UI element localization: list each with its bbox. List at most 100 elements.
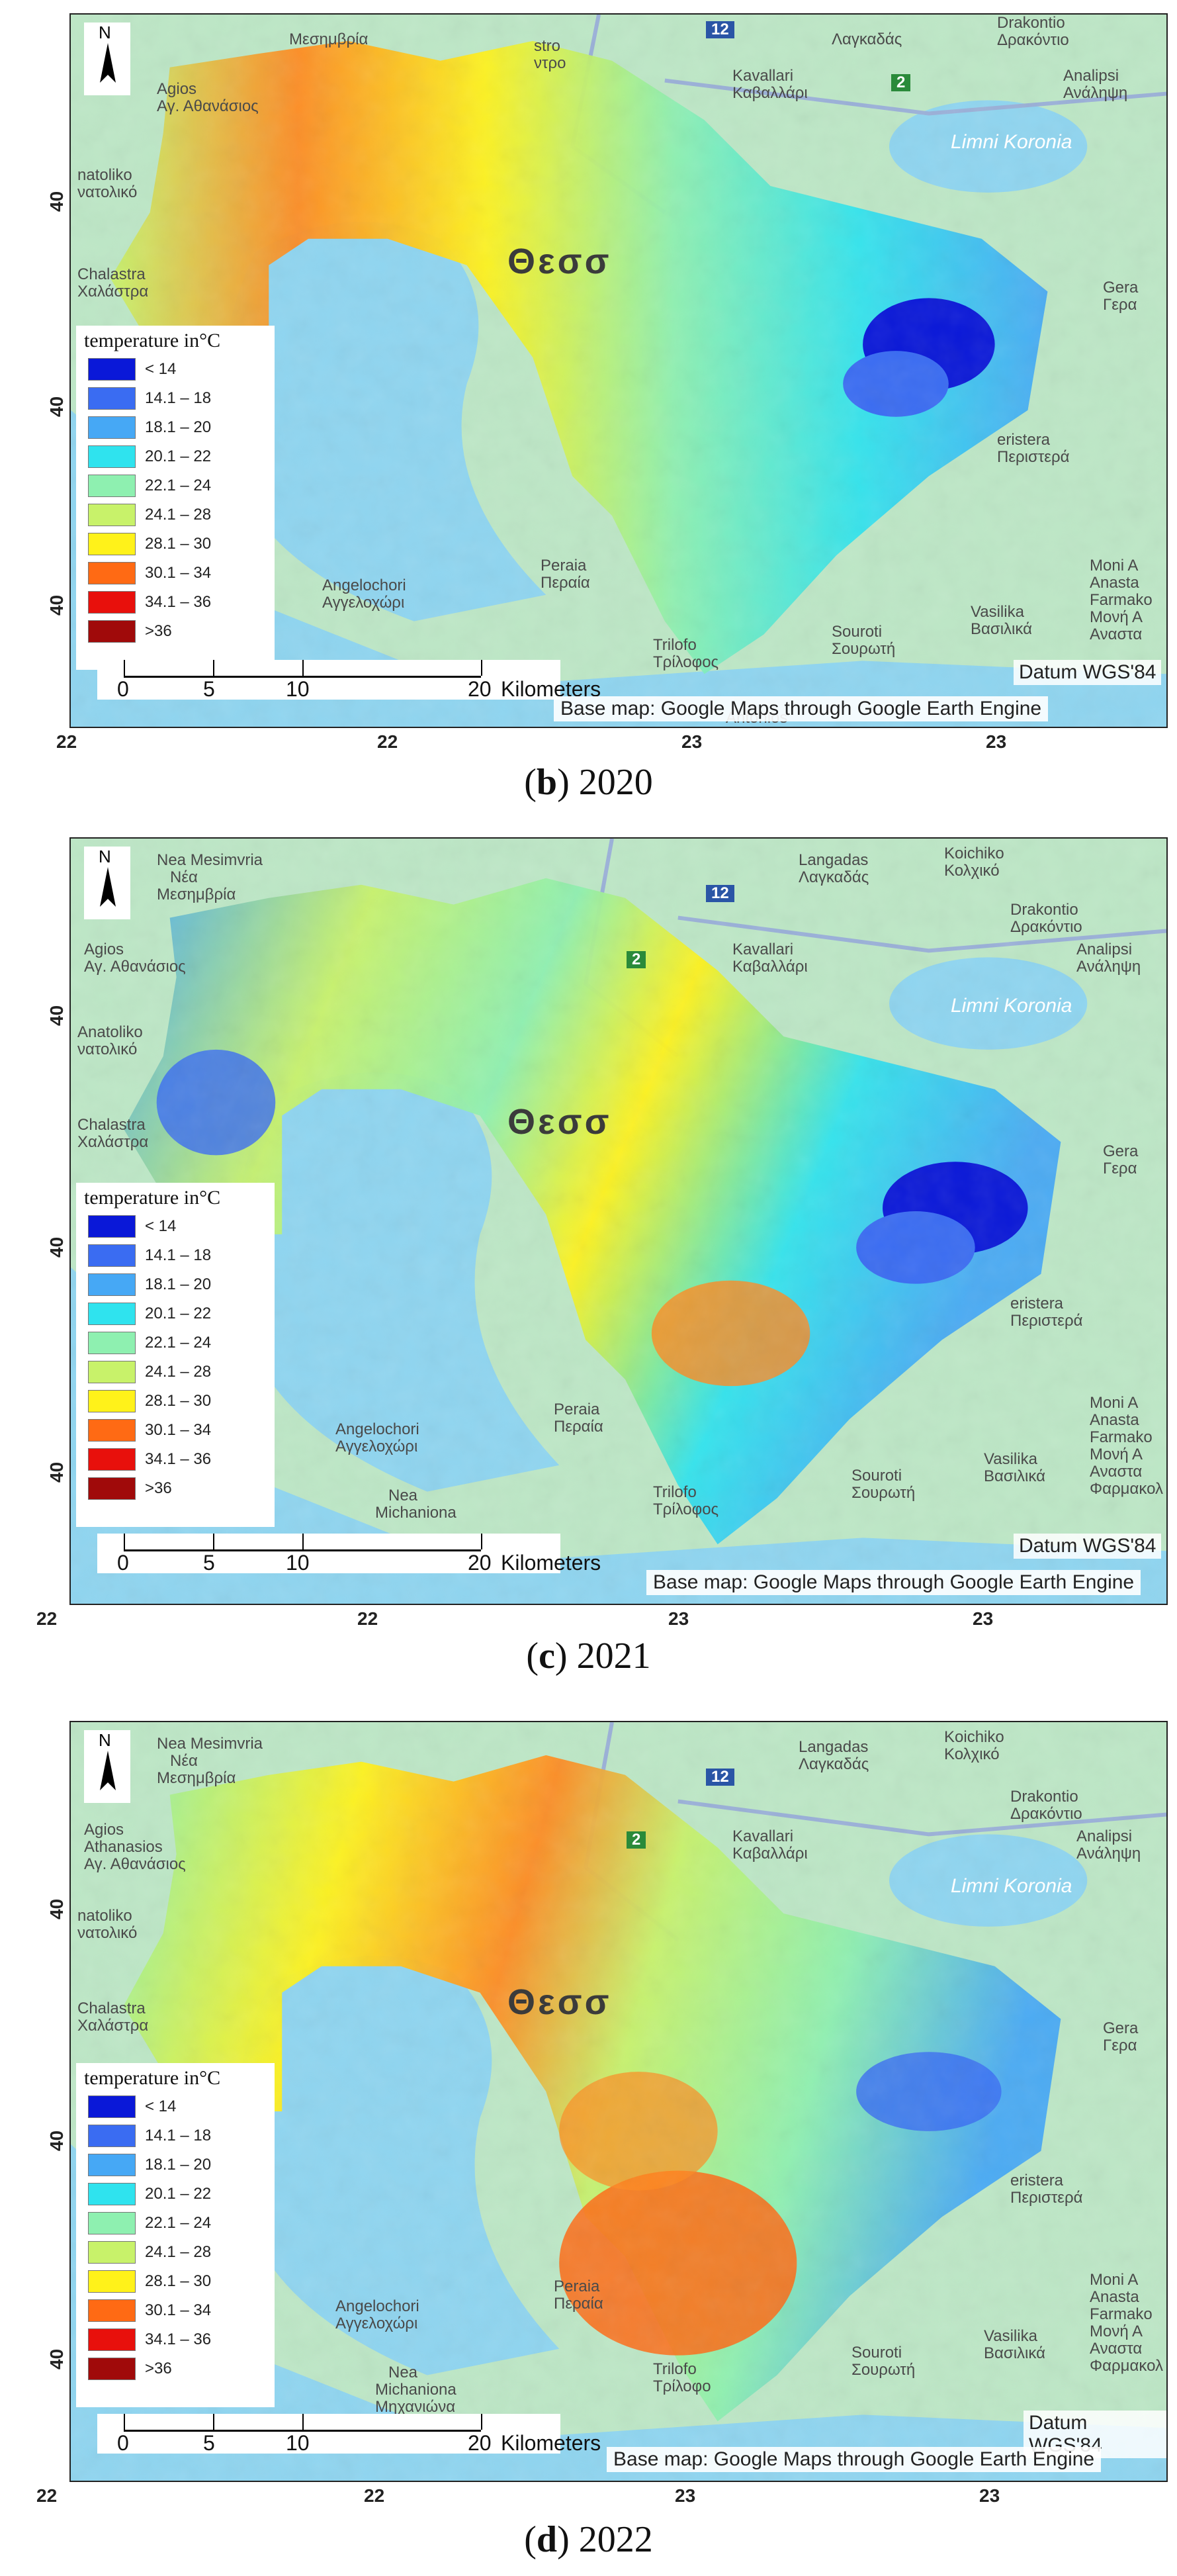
legend-item: < 14	[76, 1212, 275, 1241]
legend-item: >36	[76, 2354, 275, 2383]
place-label: Κολχικό	[944, 862, 1000, 880]
place-label: Gera	[1103, 2019, 1139, 2037]
place-label: Τρίλοφος	[653, 1500, 719, 1518]
place-label: Anasta	[1090, 2288, 1139, 2306]
place-label: Anasta	[1090, 574, 1139, 592]
place-label: Ανάληψη	[1076, 1845, 1141, 1863]
legend-rows: < 14 14.1 – 18 18.1 – 20 20.1 – 22 22.1 – 24…	[76, 355, 275, 646]
place-label: Αναστα	[1090, 1463, 1143, 1481]
place-label: Vasilika	[984, 1450, 1037, 1468]
place-label: Moni A	[1090, 1394, 1139, 1412]
legend-swatch	[88, 387, 136, 410]
scale-label: 0	[117, 2431, 129, 2455]
place-label: Drakontio	[1010, 901, 1078, 919]
legend-item: 24.1 – 28	[76, 500, 275, 529]
basemap-credit: Base map: Google Maps through Google Ear…	[554, 696, 1049, 721]
place-label: Souroti	[851, 1467, 902, 1485]
place-label: νατολικό	[77, 1924, 138, 1942]
legend-item: 24.1 – 28	[76, 1357, 275, 1387]
place-label: Μονή Α	[1090, 608, 1143, 626]
legend-swatch	[88, 2154, 136, 2176]
legend-item: < 14	[76, 355, 275, 384]
legend-item: 28.1 – 30	[76, 529, 275, 559]
place-label: Moni A	[1090, 557, 1139, 575]
place-label: Drakontio	[1010, 1788, 1078, 1806]
scale-bar-c: 0 5 10 20 Kilometers	[97, 1534, 601, 1575]
place-label: Μονή Α	[1090, 2323, 1143, 2340]
legend-rows: < 14 14.1 – 18 18.1 – 20 20.1 – 22 22.1 – 24…	[76, 2092, 275, 2383]
legend-item: 30.1 – 34	[76, 2296, 275, 2325]
place-label: Γερα	[1103, 1160, 1137, 1177]
place-label: Peraia	[554, 1401, 600, 1418]
place-label: Ανάληψη	[1063, 84, 1128, 102]
legend-item: 24.1 – 28	[76, 2238, 275, 2267]
legend-item: 14.1 – 18	[76, 384, 275, 413]
map-panel-d: N Nea Mesimvria Νέα Μεσημβρία Agios Atha…	[0, 1708, 1177, 2576]
place-label: eristera	[1010, 1295, 1064, 1312]
place-label: Michaniona	[375, 2381, 457, 2399]
place-label: Βασιλικά	[984, 2344, 1045, 2362]
scale-label: 10	[286, 1551, 310, 1575]
legend-item: >36	[76, 1474, 275, 1503]
caption-d: (d) 2022	[524, 2519, 653, 2560]
legend-label: 24.1 – 28	[145, 1363, 212, 1381]
legend-label: 22.1 – 24	[145, 1334, 212, 1352]
grid-lon-label: 22	[377, 731, 398, 752]
place-label: Farmako	[1090, 591, 1153, 609]
legend-label: 34.1 – 36	[145, 593, 212, 611]
scale-bar-d: 0 5 10 20 Kilometers	[97, 2414, 601, 2455]
grid-lat-label: 40	[46, 396, 67, 417]
legend-label: < 14	[145, 360, 177, 378]
scale-label: 20	[468, 677, 492, 701]
legend-item: 20.1 – 22	[76, 2180, 275, 2209]
place-label: Λαγκαδάς	[799, 868, 869, 886]
place-label: Koichiko	[944, 845, 1004, 862]
legend-item: 14.1 – 18	[76, 1241, 275, 1270]
scale-label: 0	[117, 1551, 129, 1575]
place-label: Φαρμακολ	[1090, 1480, 1163, 1498]
grid-lat-label: 40	[46, 1461, 67, 1483]
place-label: Michaniona	[375, 1504, 457, 1522]
place-label: Μεσημβρία	[157, 886, 236, 903]
place-label: Gera	[1103, 279, 1139, 297]
place-label: Καβαλλάρι	[732, 1845, 808, 1863]
route-shield: 12	[706, 885, 734, 902]
legend-label: 18.1 – 20	[145, 2156, 212, 2174]
place-label: Angelochori	[322, 576, 406, 594]
place-label: Μεσημβρία	[157, 1769, 236, 1787]
scale-label: 5	[203, 1551, 215, 1575]
place-label: ντρο	[534, 54, 566, 72]
route-shield: 2	[627, 1831, 646, 1849]
legend-item: 28.1 – 30	[76, 2267, 275, 2296]
legend-label: 20.1 – 22	[145, 1305, 212, 1322]
legend-swatch	[88, 1303, 136, 1325]
legend-item: 22.1 – 24	[76, 2209, 275, 2238]
legend-label: >36	[145, 622, 172, 640]
place-label: Athanasios	[84, 1838, 163, 1856]
city-label: Θεσσ	[507, 242, 612, 281]
place-label: Αγγελοχώρι	[335, 1438, 418, 1455]
legend-swatch	[88, 2328, 136, 2351]
grid-lat-label: 40	[46, 191, 67, 212]
legend-swatch	[88, 1448, 136, 1471]
place-label: Souroti	[851, 2344, 902, 2362]
place-label: Langadas	[799, 1738, 869, 1756]
place-label: Αγ. Αθανάσιος	[84, 958, 186, 976]
place-label: Νέα	[170, 868, 198, 886]
scale-bar-b: 0 5 10 20 Kilometers	[97, 660, 601, 701]
legend-label: 18.1 – 20	[145, 1275, 212, 1293]
legend-label: 30.1 – 34	[145, 2301, 212, 2319]
legend-item: 28.1 – 30	[76, 1387, 275, 1416]
place-label: Nea Mesimvria	[157, 851, 263, 869]
legend-swatch	[88, 416, 136, 439]
legend-rows: < 14 14.1 – 18 18.1 – 20 20.1 – 22 22.1 – 24…	[76, 1212, 275, 1503]
map-frame-b: N Μεσημβρία Agios Αγ. Αθανάσιος natoliko…	[69, 13, 1168, 728]
place-label: Καβαλλάρι	[732, 958, 808, 976]
place-label: Agios	[84, 941, 124, 958]
place-label: Gera	[1103, 1142, 1139, 1160]
datum-label: Datum WGS'84	[1014, 1534, 1162, 1559]
scale-label: 10	[286, 677, 310, 701]
place-label: Βασιλικά	[971, 620, 1032, 638]
grid-lat-label: 40	[46, 2348, 67, 2369]
lake-label: Limni Koronia	[951, 1875, 1072, 1897]
